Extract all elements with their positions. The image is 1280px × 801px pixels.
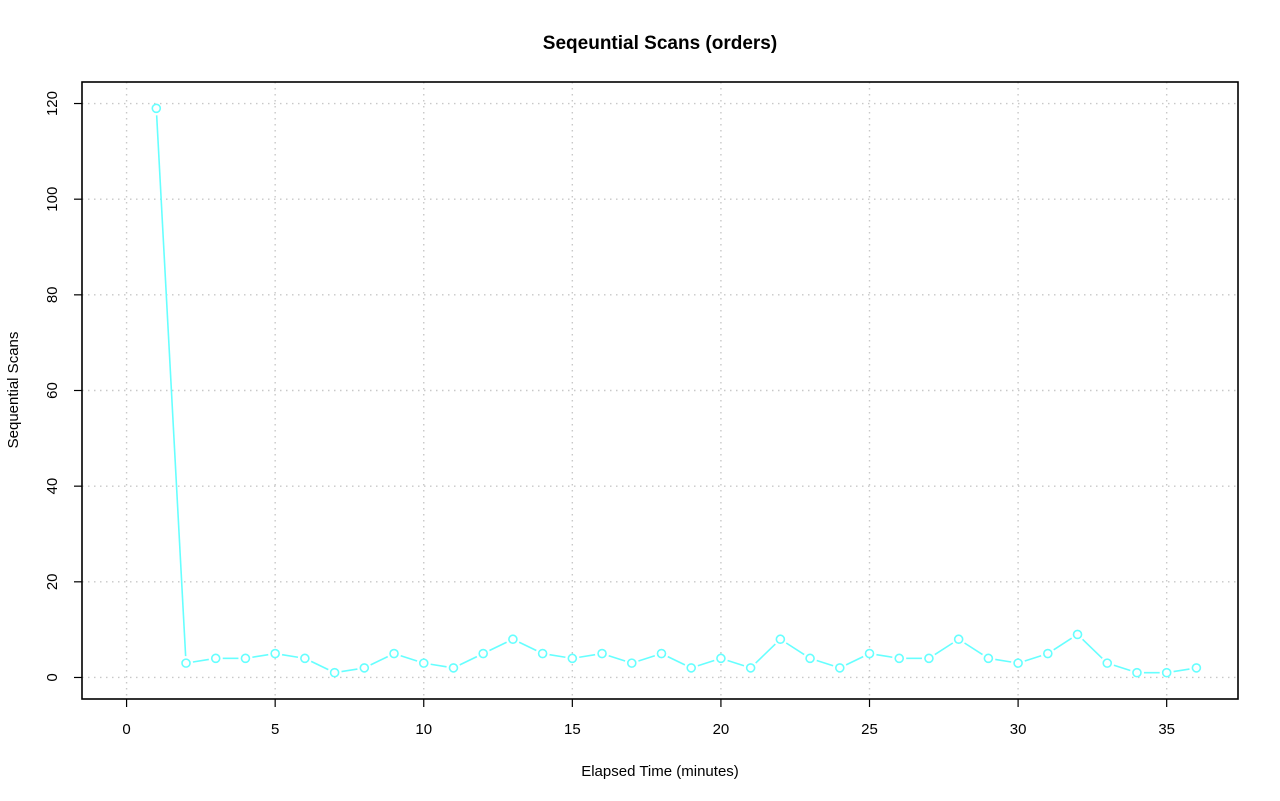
data-point [716,653,726,664]
line-segment [579,653,596,659]
line-segment [608,654,626,662]
data-point [181,658,191,668]
data-point [151,103,162,114]
x-tick-label: 20 [713,721,730,738]
line-segment [816,659,834,667]
x-axis: 0 5 10 15 20 25 30 35 [122,699,1175,738]
line-segment [1024,654,1042,662]
line-segment [341,668,358,673]
data-point [864,648,875,659]
line-segment [667,655,686,666]
line-segment [192,658,209,663]
data-point [300,653,310,664]
line-segment [430,663,447,668]
data-point [805,653,815,664]
line-segment [1173,668,1190,673]
data-point [834,663,845,673]
plot-frame [81,81,1239,700]
line-segment [1082,638,1103,659]
x-tick-label: 0 [122,721,130,738]
y-tick-label: 120 [44,91,61,116]
data-point [210,653,221,664]
line-segment [845,655,864,666]
data-point [448,663,459,673]
line-segment [727,659,745,667]
x-tick-label: 25 [861,721,878,738]
x-tick-label: 35 [1158,721,1175,738]
y-tick-label: 20 [44,573,61,590]
data-point [1191,663,1202,673]
x-axis-label: Elapsed Time (minutes) [581,763,739,780]
data-point [567,653,578,664]
line-segment [785,642,805,656]
x-tick-label: 15 [564,721,581,738]
y-tick-label: 80 [44,286,61,303]
line-segment [252,653,269,659]
axes-layer [81,81,1239,700]
data-point [1161,667,1172,678]
line-segment [310,660,329,671]
line-segment [1113,664,1131,672]
y-tick-label: 60 [44,382,61,399]
data-point [745,663,756,673]
data-point [1072,629,1083,640]
data-point [240,653,251,664]
line-segment [638,654,656,662]
data-point [1013,658,1023,668]
y-tick-label: 100 [44,187,61,212]
line-segment [489,641,507,652]
line-segment [281,653,299,659]
line-segment [934,642,954,656]
x-tick-label: 5 [271,721,279,738]
data-point [389,648,399,659]
line-segment [155,115,187,657]
line-segment [995,658,1012,663]
y-axis: 0 20 40 60 80 100 120 [44,91,82,682]
line-segment [370,655,389,666]
y-tick-label: 0 [44,673,61,681]
data-point [478,648,488,659]
y-axis-label: Sequential Scans [5,332,22,449]
data-point [597,648,607,659]
data-point [983,653,994,664]
data-point [924,653,934,664]
line-segment [964,642,983,656]
line-segment [518,641,537,652]
series-line [151,103,1202,678]
line-segment [549,653,566,659]
data-point [686,663,697,673]
data-point [775,634,786,645]
line-segment [400,654,418,662]
line-segment [459,655,478,666]
y-tick-label: 40 [44,478,61,495]
data-point [1132,667,1142,678]
line-segment [755,643,776,664]
data-point [1043,648,1053,659]
data-point [270,648,280,659]
series-layer [151,103,1202,678]
x-tick-label: 10 [415,721,432,738]
grid-layer [82,82,1238,699]
data-point [894,653,905,664]
data-point [1102,658,1113,668]
data-point [656,648,667,659]
line-segment [697,659,715,667]
data-point [508,634,518,645]
x-tick-label: 30 [1010,721,1027,738]
data-point [418,658,429,668]
line-segment [876,653,893,659]
data-point [537,648,548,659]
data-point [329,667,340,678]
line-segment [1053,637,1073,651]
data-point [953,634,964,645]
data-point [359,663,370,673]
data-point [626,658,637,668]
chart-title: Seqeuntial Scans (orders) [543,33,777,54]
